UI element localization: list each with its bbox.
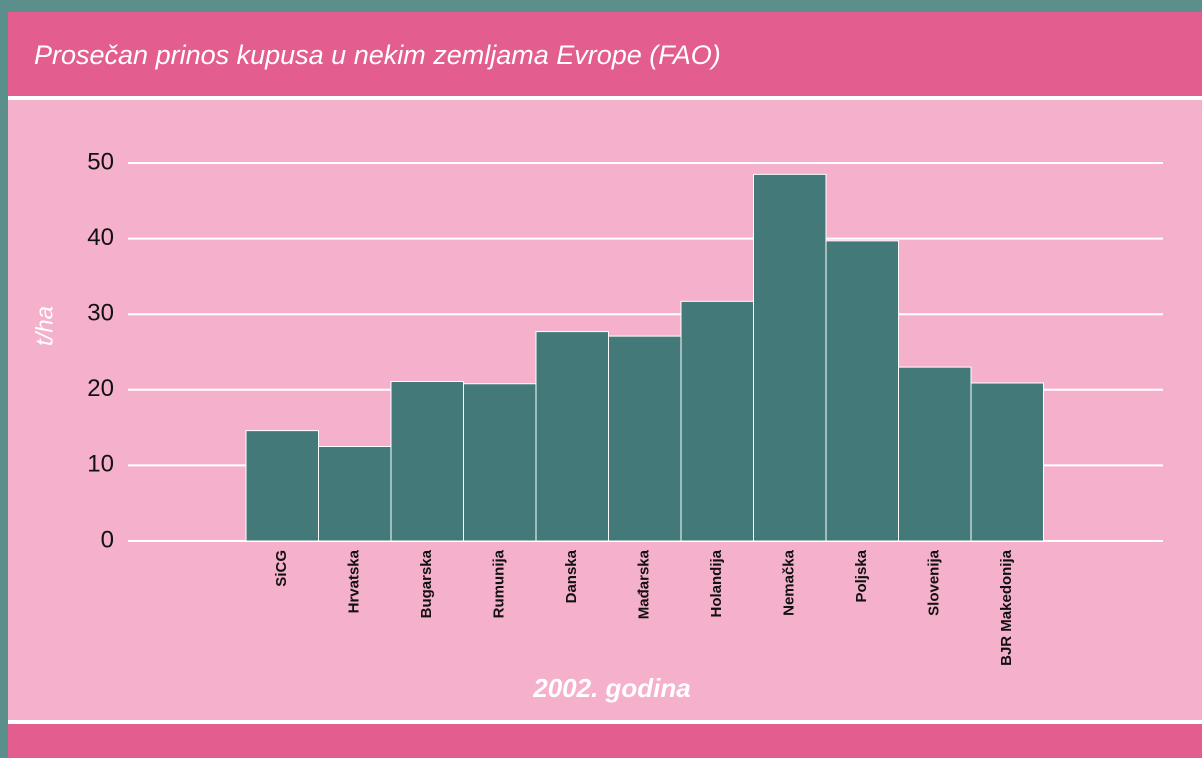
x-tick-label: Rumunija: [491, 549, 508, 618]
x-tick-label: Holandija: [708, 549, 725, 617]
y-tick-label: 0: [101, 526, 114, 553]
x-tick-label: Danska: [563, 549, 580, 603]
bar: [898, 366, 972, 542]
bar: [245, 430, 319, 542]
bar: [753, 173, 827, 542]
y-tick-label: 40: [87, 224, 114, 251]
y-tick-label: 20: [87, 375, 114, 402]
bar: [680, 300, 754, 542]
x-tick-label: SiCG: [273, 550, 290, 587]
x-tick-label: Hrvatska: [346, 549, 363, 613]
footer-rule: [8, 720, 1202, 724]
header-rule: [8, 96, 1202, 100]
bar: [535, 331, 609, 542]
x-tick-label: Slovenija: [926, 549, 943, 616]
header-band: [8, 12, 1202, 96]
x-tick-label: Bugarska: [418, 549, 435, 618]
y-axis-label: t/ha: [31, 306, 58, 346]
bar: [390, 380, 464, 542]
x-tick-label: Nemačka: [781, 549, 798, 616]
y-tick-label: 50: [87, 148, 114, 175]
x-tick-label: Poljska: [853, 549, 870, 602]
x-tick-label: BJR Makedonija: [998, 549, 1015, 666]
bar: [970, 382, 1044, 542]
x-axis-label: 2002. godina: [532, 673, 691, 703]
bar: [825, 240, 899, 542]
x-tick-label: Mađarska: [636, 549, 653, 619]
bar: [318, 446, 392, 542]
footer-band: [8, 724, 1202, 758]
bar: [608, 335, 682, 542]
y-tick-label: 10: [87, 451, 114, 478]
bar: [463, 383, 537, 542]
chart-title: Prosečan prinos kupusa u nekim zemljama …: [34, 40, 721, 70]
y-tick-label: 30: [87, 300, 114, 327]
